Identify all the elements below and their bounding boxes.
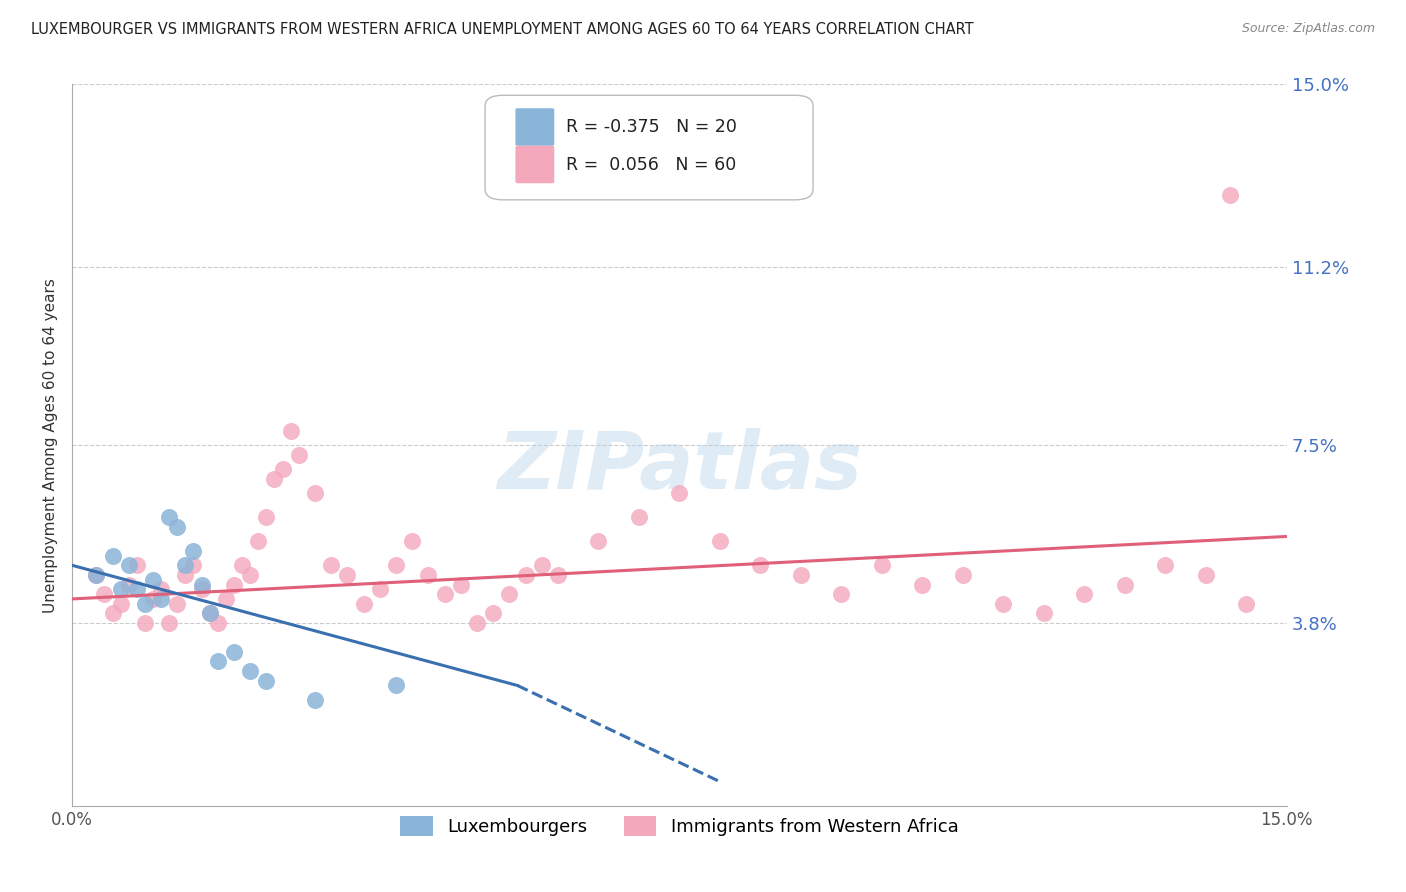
Point <box>142 591 165 606</box>
Point <box>482 607 505 621</box>
Text: R = -0.375   N = 20: R = -0.375 N = 20 <box>567 118 737 136</box>
Point <box>198 607 221 621</box>
Point <box>125 558 148 573</box>
Point <box>101 607 124 621</box>
Point <box>1154 558 1177 573</box>
Point <box>790 568 813 582</box>
Point <box>247 534 270 549</box>
Point <box>588 534 610 549</box>
Point <box>166 520 188 534</box>
Text: LUXEMBOURGER VS IMMIGRANTS FROM WESTERN AFRICA UNEMPLOYMENT AMONG AGES 60 TO 64 : LUXEMBOURGER VS IMMIGRANTS FROM WESTERN … <box>31 22 973 37</box>
Y-axis label: Unemployment Among Ages 60 to 64 years: Unemployment Among Ages 60 to 64 years <box>44 277 58 613</box>
Point <box>911 577 934 591</box>
Legend: Luxembourgers, Immigrants from Western Africa: Luxembourgers, Immigrants from Western A… <box>394 809 966 844</box>
Point <box>870 558 893 573</box>
Point <box>93 587 115 601</box>
Point <box>498 587 520 601</box>
Point <box>530 558 553 573</box>
Point <box>1073 587 1095 601</box>
Point <box>401 534 423 549</box>
Point <box>433 587 456 601</box>
Point <box>118 577 141 591</box>
Point <box>150 591 173 606</box>
Point <box>254 673 277 688</box>
Point <box>1234 597 1257 611</box>
Point <box>110 582 132 597</box>
Point <box>134 597 156 611</box>
Point <box>368 582 391 597</box>
Point <box>271 462 294 476</box>
Point <box>174 558 197 573</box>
Point <box>174 568 197 582</box>
Point <box>254 510 277 524</box>
Point <box>157 510 180 524</box>
Point <box>353 597 375 611</box>
Point <box>190 582 212 597</box>
Point <box>830 587 852 601</box>
Point <box>222 645 245 659</box>
Point <box>198 607 221 621</box>
Point <box>150 582 173 597</box>
Point <box>207 615 229 630</box>
Text: R =  0.056   N = 60: R = 0.056 N = 60 <box>567 155 737 174</box>
Point <box>280 424 302 438</box>
Point <box>465 615 488 630</box>
Point <box>84 568 107 582</box>
Point <box>84 568 107 582</box>
Point <box>336 568 359 582</box>
Text: ZIPatlas: ZIPatlas <box>496 427 862 506</box>
Point <box>1114 577 1136 591</box>
Point <box>110 597 132 611</box>
Point <box>125 582 148 597</box>
Point <box>166 597 188 611</box>
Point <box>385 558 408 573</box>
Point <box>709 534 731 549</box>
Point <box>231 558 253 573</box>
Point <box>190 577 212 591</box>
FancyBboxPatch shape <box>516 145 554 183</box>
Point <box>304 486 326 500</box>
Point <box>215 591 238 606</box>
Point <box>1195 568 1218 582</box>
Point <box>288 448 311 462</box>
Point <box>749 558 772 573</box>
Point <box>183 558 205 573</box>
Point <box>207 655 229 669</box>
Point <box>993 597 1015 611</box>
Point <box>239 568 262 582</box>
Point <box>239 664 262 678</box>
Point <box>1032 607 1054 621</box>
Point <box>385 678 408 692</box>
Point <box>952 568 974 582</box>
FancyBboxPatch shape <box>485 95 813 200</box>
Text: Source: ZipAtlas.com: Source: ZipAtlas.com <box>1241 22 1375 36</box>
Point <box>263 472 285 486</box>
Point <box>183 544 205 558</box>
Point <box>547 568 569 582</box>
Point <box>1219 188 1241 202</box>
Point <box>134 615 156 630</box>
Point <box>118 558 141 573</box>
Point <box>321 558 343 573</box>
Point <box>668 486 690 500</box>
FancyBboxPatch shape <box>516 108 554 145</box>
Point <box>157 615 180 630</box>
Point <box>418 568 440 582</box>
Point <box>222 577 245 591</box>
Point <box>627 510 650 524</box>
Point <box>515 568 537 582</box>
Point <box>304 693 326 707</box>
Point <box>450 577 472 591</box>
Point <box>142 573 165 587</box>
Point <box>101 549 124 563</box>
